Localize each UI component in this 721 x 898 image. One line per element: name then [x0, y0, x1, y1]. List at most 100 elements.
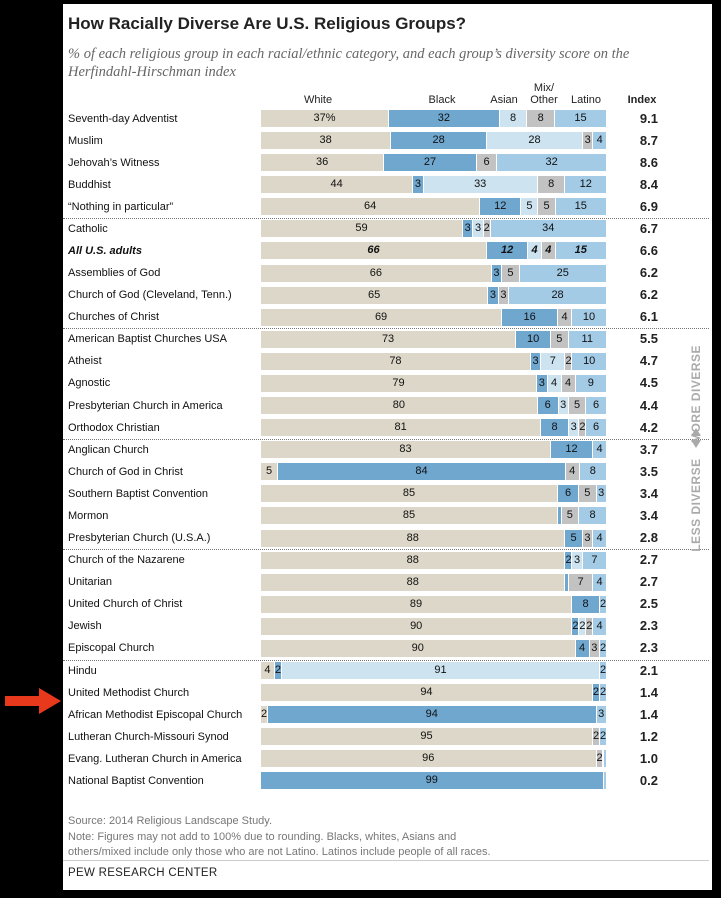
- bar-segment-black: 3: [413, 176, 424, 194]
- column-header-other-line2: Other: [530, 94, 558, 106]
- bar-segment-white: 4: [261, 662, 275, 679]
- bar-segment-white: 88: [261, 529, 566, 547]
- bar-segment-other: 4: [565, 463, 580, 481]
- row-label: Jehovah’s Witness: [68, 156, 160, 169]
- row-index-value: 2.5: [639, 596, 658, 612]
- bar-segment-latino: 15: [555, 110, 607, 127]
- bar-segment-black: [565, 573, 569, 591]
- bar-segment-asian: 7: [541, 352, 566, 370]
- red-arrow-icon: [5, 688, 61, 714]
- bar-segment-asian: 33: [423, 176, 538, 194]
- bar-segment-latino: 4: [593, 441, 607, 459]
- bar-segment-black: 5: [565, 529, 583, 547]
- bar-segment-latino: 4: [593, 132, 607, 150]
- row-label: Agnostic: [68, 377, 111, 390]
- bar-segment-other: 2: [483, 220, 491, 238]
- row-label: Orthodox Christian: [68, 421, 160, 434]
- diversity-scale: MORE DIVERSE LESS DIVERSE: [689, 345, 703, 552]
- bar-segment-asian: 8: [499, 110, 528, 127]
- bar-segment-latino: 25: [519, 264, 607, 282]
- bar-segment-other: 2: [593, 728, 600, 746]
- bar-segment-asian: 3: [568, 419, 580, 437]
- bar-segment-asian: 3: [572, 551, 583, 569]
- bar-segment-black: 12: [551, 441, 594, 459]
- group-divider: [63, 438, 709, 440]
- row-index-value: 6.7: [639, 220, 658, 236]
- bar-segment-black: 2: [572, 617, 580, 635]
- row-index-value: 6.2: [639, 287, 658, 303]
- bar-segment-white: 95: [261, 728, 594, 746]
- row-label: African Methodist Episcopal Church: [68, 708, 243, 721]
- bar-segment-white: 90: [261, 639, 576, 657]
- chart-subtitle: % of each religious group in each racial…: [68, 46, 630, 80]
- group-divider: [63, 328, 709, 330]
- column-header-latino: Latino: [571, 94, 601, 106]
- bar-segment-black: 16: [502, 308, 559, 326]
- bar-segment-latino: 3: [596, 485, 607, 503]
- group-divider: [63, 217, 709, 219]
- bar-segment-latino: 4: [593, 573, 607, 591]
- bar-segment-white: 90: [261, 617, 573, 635]
- bar-segment-latino: 12: [565, 176, 607, 194]
- bar-segment-other: 5: [579, 485, 597, 503]
- bar-segment-white: 73: [261, 330, 517, 348]
- row-label: Atheist: [68, 355, 102, 368]
- row-label: Anglican Church: [68, 443, 149, 456]
- bar-segment-other: 6: [476, 154, 498, 172]
- bar-segment-latino: 2: [600, 662, 607, 679]
- bar-segment-other: 5: [551, 330, 569, 348]
- bar-segment-other: 2: [586, 617, 594, 635]
- down-triangle-icon: [691, 440, 701, 448]
- bar-segment-other: 5: [502, 264, 520, 282]
- row-label: United Methodist Church: [68, 686, 190, 699]
- row-label: United Church of Christ: [68, 598, 183, 611]
- bar-segment-other: 7: [568, 573, 594, 591]
- bar-segment-white: 89: [261, 595, 573, 613]
- bar-segment-black: [558, 507, 562, 525]
- up-triangle-icon: [691, 428, 701, 436]
- row-index-value: 2.1: [639, 662, 658, 678]
- row-index-value: 6.9: [639, 198, 658, 214]
- bar-segment-black: 27: [384, 154, 477, 172]
- row-label: Buddhist: [68, 178, 111, 191]
- row-label: Mormon: [68, 509, 109, 522]
- footer-note-line2: others/mixed include only those who are …: [68, 846, 491, 858]
- bar-segment-black: 2: [565, 551, 573, 569]
- bar-segment-latino: 10: [572, 308, 607, 326]
- bar-segment-latino: 15: [555, 198, 607, 216]
- bar-segment-other: 4: [561, 374, 576, 392]
- row-index-value: 3.4: [639, 507, 658, 523]
- bar-segment-asian: 2: [579, 617, 587, 635]
- bar-segment-latino: 9: [575, 374, 607, 392]
- bar-segment-white: 38: [261, 132, 392, 150]
- bar-segment-black: 84: [278, 463, 566, 481]
- row-label: Seventh-day Adventist: [68, 112, 178, 125]
- bar-segment-asian: 5: [521, 198, 539, 216]
- row-index-value: 8.6: [639, 154, 658, 170]
- bar-segment-white: 80: [261, 397, 538, 415]
- row-label: Lutheran Church-Missouri Synod: [68, 730, 229, 743]
- bar-segment-black: 32: [389, 110, 500, 127]
- bar-segment-latino: 7: [582, 551, 607, 569]
- row-index-value: 5.5: [639, 331, 658, 347]
- bar-segment-latino: 11: [568, 330, 607, 348]
- row-label: American Baptist Churches USA: [68, 333, 227, 346]
- row-index-value: 2.3: [639, 618, 658, 634]
- bar-segment-latino: 8: [579, 463, 607, 481]
- bar-segment-black: 8: [541, 419, 569, 437]
- bar-segment-black: 12: [487, 242, 529, 260]
- bar-segment-latino: 34: [490, 220, 607, 238]
- bar-segment-black: 10: [516, 330, 552, 348]
- bar-segment-other: 2: [565, 352, 573, 370]
- row-index-value: 8.7: [639, 132, 658, 148]
- bar-segment-black: 94: [267, 706, 597, 724]
- bar-segment-latino: 8: [579, 507, 607, 525]
- row-label: Church of God in Christ: [68, 465, 183, 478]
- bar-segment-white: 78: [261, 352, 531, 370]
- bar-segment-other: 3: [583, 132, 594, 150]
- footer-divider: [63, 860, 709, 861]
- bar-segment-white: 5: [261, 463, 279, 481]
- bar-segment-white: 85: [261, 507, 559, 525]
- bar-segment-latino: 2: [600, 639, 607, 657]
- bar-segment-other: 5: [561, 507, 580, 525]
